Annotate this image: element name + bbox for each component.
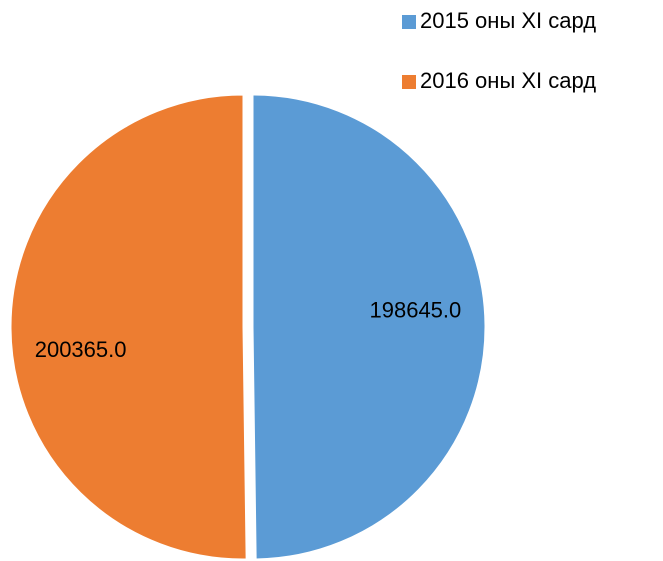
legend-label: 2016 оны XI сард [420,68,596,93]
data-label: 198645.0 [370,298,462,323]
pie-slice [10,94,247,560]
data-label: 200365.0 [35,337,127,362]
legend-swatch [402,15,416,29]
legend-label: 2015 оны XI сард [420,8,596,33]
pie-slice [252,94,486,560]
legend-swatch [402,75,416,89]
